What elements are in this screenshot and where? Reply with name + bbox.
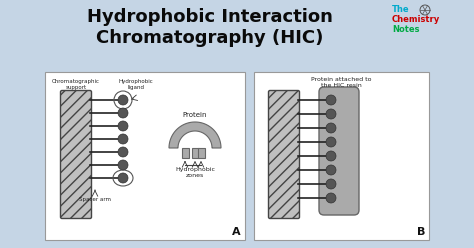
Circle shape [118,95,128,105]
Bar [192,148,199,158]
Circle shape [326,193,336,203]
Text: Protein: Protein [183,112,207,118]
Circle shape [118,173,128,183]
Circle shape [326,179,336,189]
Circle shape [326,109,336,119]
Text: Chromatographic
support: Chromatographic support [52,79,100,90]
Circle shape [326,95,336,105]
Text: A: A [232,227,241,237]
Text: Protein attached to
the HIC resin: Protein attached to the HIC resin [311,77,371,88]
Circle shape [326,165,336,175]
Circle shape [118,134,128,144]
Circle shape [118,160,128,170]
Circle shape [118,121,128,131]
Bar [182,148,189,158]
Text: B: B [417,227,425,237]
FancyBboxPatch shape [268,91,300,218]
FancyBboxPatch shape [61,91,91,218]
Bar [45,72,245,240]
Circle shape [326,151,336,161]
Text: Hydrophobic Interaction
Chromatography (HIC): Hydrophobic Interaction Chromatography (… [87,8,333,47]
Bar [254,72,429,240]
Circle shape [326,137,336,147]
Circle shape [326,123,336,133]
Text: Hydrophobic
ligand: Hydrophobic ligand [118,79,154,90]
Text: Spacer arm: Spacer arm [79,197,111,202]
Circle shape [118,108,128,118]
Text: The: The [392,5,410,14]
Polygon shape [169,122,221,148]
Text: Hydrophobic
zones: Hydrophobic zones [175,167,215,178]
Bar [198,148,205,158]
Circle shape [118,147,128,157]
Text: Chemistry: Chemistry [392,15,440,24]
Text: Notes: Notes [392,25,419,34]
FancyBboxPatch shape [319,87,359,215]
